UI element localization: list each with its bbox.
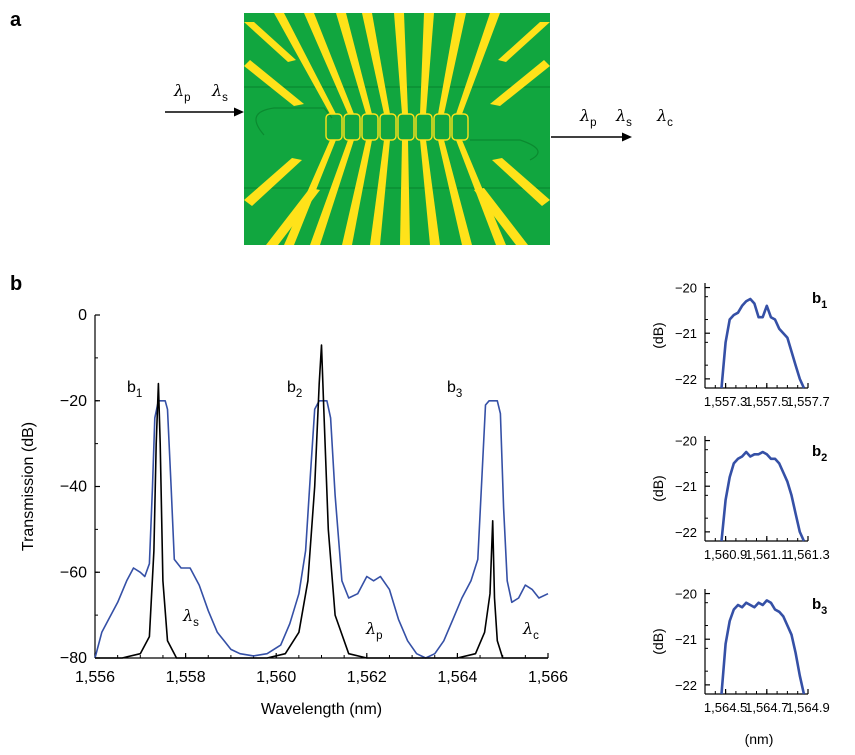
x-tick-label: 1,557.5 (745, 394, 788, 409)
electrode-bottom (370, 140, 390, 245)
y-tick-label: −22 (675, 678, 697, 693)
electrode-bottom (400, 140, 410, 245)
inset-chart-b3: 1,564.51,564.71,564.9 −20 −21 −22 (nm) (dB) b3 (650, 587, 830, 747)
x-tick-label: 1,562 (347, 669, 387, 686)
y-tick-label: −20 (60, 393, 87, 410)
y-tick-label: −20 (675, 587, 697, 602)
signal-label-lambda-c: λc (522, 619, 539, 642)
y-axis-label: Transmission (dB) (20, 422, 37, 551)
y-tick-label: −21 (675, 326, 697, 341)
electrode-right-bottom (474, 188, 528, 245)
x-tick-label: 1,561.1 (745, 547, 788, 562)
electrode-right-mid (490, 60, 550, 106)
y-axis-label: (dB) (650, 322, 666, 348)
electrode-top (420, 13, 434, 114)
y-axis-label: (dB) (650, 628, 666, 654)
y-tick-label: −80 (60, 650, 87, 667)
electrode-bottom (420, 140, 440, 245)
signal-label-lambda-s: λs (182, 606, 199, 629)
electrode-top (336, 13, 372, 114)
x-tick-label: 1,561.3 (786, 547, 829, 562)
output-label-lambda-p: λp (579, 106, 597, 129)
x-tick-label: 1,564.9 (786, 700, 829, 715)
y-tick-label: −21 (675, 479, 697, 494)
waveguide-right-bend (470, 139, 539, 161)
electrode-top (438, 13, 466, 114)
x-tick-label: 1,557.7 (786, 394, 829, 409)
electrode-top (394, 13, 408, 114)
electrode-right-upper (498, 22, 550, 62)
peak-label-b3: b3 (447, 379, 462, 400)
electrode-left-bottom (266, 188, 320, 245)
main-transmission-chart: 1,556 1,558 1,560 1,562 1,564 1,566 0 −20 −40 −60… (20, 307, 568, 718)
x-axis-label: (nm) (745, 731, 774, 747)
input-label-lambda-p: λp (173, 81, 191, 104)
y-tick-label: −20 (675, 434, 697, 449)
y-tick-label: −40 (60, 479, 87, 496)
x-tick-label: 1,564.5 (704, 700, 747, 715)
x-tick-label: 1,560.9 (704, 547, 747, 562)
output-wavelength-labels: λp λs λc (579, 106, 673, 129)
y-tick-label: −22 (675, 372, 697, 387)
inset-chart-b2: 1,560.91,561.11,561.3 −20 −21 −22 (dB) b2 (650, 434, 830, 562)
inset-label-b1: b1 (812, 290, 827, 311)
electrode-left-mid (244, 60, 304, 106)
x-tick-label: 1,556 (75, 669, 115, 686)
electrode-top (362, 13, 390, 114)
x-tick-label: 1,557.3 (704, 394, 747, 409)
x-tick-label: 1,566 (528, 669, 568, 686)
output-arrowhead (622, 132, 632, 142)
electrode-bottom (438, 140, 472, 245)
input-wavelength-labels: λp λs (173, 81, 228, 104)
panel-b-letter: b (10, 273, 22, 295)
inset-label-b2: b2 (812, 443, 827, 464)
inset-label-b3: b3 (812, 596, 827, 617)
electrode-top (304, 13, 354, 114)
signal-label-lambda-p: λp (365, 619, 383, 642)
y-tick-label: −60 (60, 564, 87, 581)
electrode-top (456, 13, 500, 114)
x-tick-label: 1,564 (437, 669, 477, 686)
series-line-blue (720, 599, 806, 695)
chip-substrate (244, 13, 550, 245)
input-arrowhead (234, 107, 244, 117)
x-tick-label: 1,560 (256, 669, 296, 686)
series-line-blue (720, 297, 806, 389)
electrode-bottom (342, 140, 372, 245)
y-tick-label: −20 (675, 281, 697, 296)
peak-label-b2: b2 (287, 379, 302, 400)
input-label-lambda-s: λs (211, 81, 228, 104)
y-tick-label: −22 (675, 525, 697, 540)
electrode-right-low (492, 158, 550, 206)
x-tick-label: 1,558 (166, 669, 206, 686)
electrode-left-upper (244, 22, 296, 62)
output-label-lambda-s: λs (615, 106, 632, 129)
peak-label-b1: b1 (127, 379, 142, 400)
panel-a-letter: a (10, 9, 22, 31)
y-tick-label: 0 (78, 307, 87, 324)
waveguide-left-bend (255, 107, 333, 136)
series-line-blue (94, 400, 549, 659)
chip-image (244, 13, 550, 245)
series-line-blue (720, 450, 806, 542)
y-axis-label: (dB) (650, 475, 666, 501)
x-axis-label: Wavelength (nm) (261, 701, 382, 718)
electrode-top (274, 13, 336, 114)
electrode-bottom (310, 140, 354, 245)
output-label-lambda-c: λc (656, 106, 673, 129)
x-tick-label: 1,564.7 (745, 700, 788, 715)
electrode-left-low (244, 158, 302, 206)
inset-chart-b1: 1,557.31,557.51,557.7 −20 −21 −22 (dB) b1 (650, 281, 830, 409)
y-tick-label: −21 (675, 632, 697, 647)
series-line-black (95, 344, 548, 659)
